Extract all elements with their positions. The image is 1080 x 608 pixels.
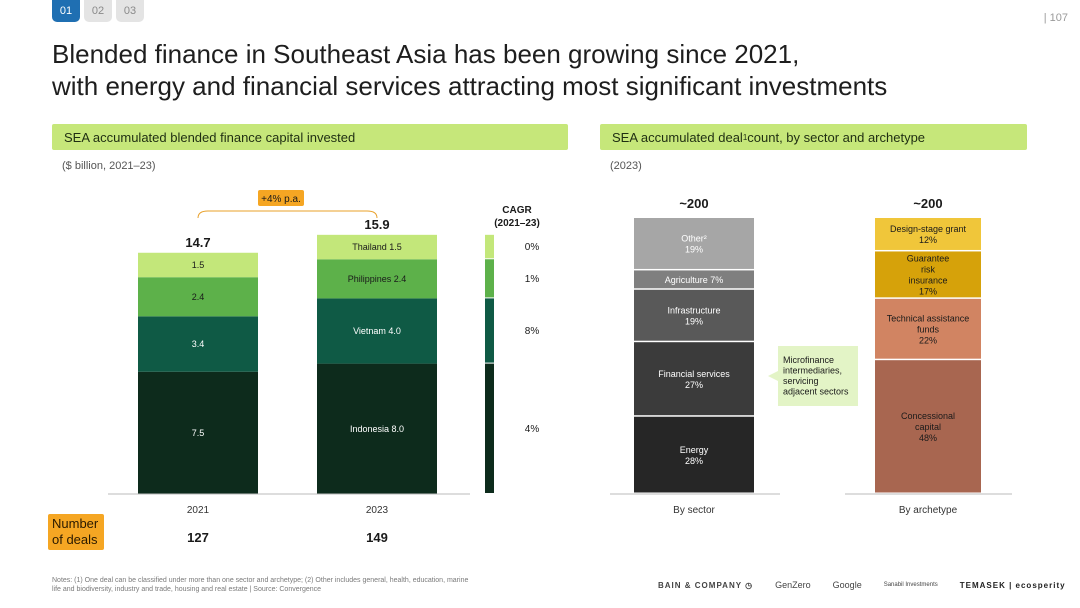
bar-philippines-2021 <box>138 277 258 317</box>
growth-badge-label: +4% p.a. <box>261 194 301 205</box>
callout-text-2: servicing <box>783 376 819 386</box>
bar-label-vietnam-2023: Vietnam 4.0 <box>353 326 401 336</box>
archetype-segment-design-stage-grant <box>875 218 981 250</box>
x-tick-2023: 2023 <box>366 505 389 516</box>
archetype-segment-guarantee-risk-insurance <box>875 251 981 298</box>
sector-label-2-1: 19% <box>685 316 703 326</box>
page-number: | 107 <box>1043 12 1068 24</box>
google-logo: Google <box>832 580 862 590</box>
cagr-swatch-philippines <box>485 259 494 298</box>
cagr-title-years: (2021–23) <box>494 218 540 229</box>
sector-segment-infrastructure <box>634 289 754 341</box>
bar-vietnam-2021 <box>138 316 258 372</box>
cagr-swatch-indonesia <box>485 363 494 493</box>
bar-label-indonesia-2023: Indonesia 8.0 <box>350 424 404 434</box>
callout-text-0: Microfinance <box>783 355 834 365</box>
bar-vietnam-2023 <box>317 298 437 364</box>
right-panel-subtitle: (2023) <box>610 160 642 172</box>
sector-segment-other <box>634 218 754 269</box>
callout-text-1: intermediaries, <box>783 366 842 376</box>
left-panel-subtitle: ($ billion, 2021–23) <box>62 160 156 172</box>
cagr-value-indonesia: 4% <box>525 424 540 435</box>
archetype-segment-concessional-capital <box>875 360 981 493</box>
title-line-2: with energy and financial services attra… <box>52 71 888 101</box>
archetype-label-2-1: risk <box>921 265 935 275</box>
tab-01[interactable]: 01 <box>52 0 80 22</box>
sector-label-3-0: Agriculture 7% <box>665 275 724 285</box>
archetype-label-3-0: Design-stage grant <box>890 224 967 234</box>
archetype-segment-technical-assistance-funds <box>875 298 981 359</box>
microfinance-callout-box <box>768 346 858 406</box>
cagr-swatch-thailand <box>485 234 494 259</box>
bar-label-thailand-2023: Thailand 1.5 <box>352 242 402 252</box>
bain-logo: BAIN & COMPANY ◷ <box>658 580 754 590</box>
bar-label-philippines-2023: Philippines 2.4 <box>348 274 407 284</box>
tab-03[interactable]: 03 <box>116 0 144 22</box>
sector-label-4-1: 19% <box>685 245 703 255</box>
sector-category: By sector <box>673 505 715 516</box>
total-label-2021: 14.7 <box>185 235 210 250</box>
bar-label-philippines-2021: 2.4 <box>192 292 205 302</box>
archetype-label-3-1: 12% <box>919 235 937 245</box>
footnotes: Notes: (1) One deal can be classified un… <box>52 577 469 593</box>
archetype-label-0-0: Concessional <box>901 411 955 421</box>
bar-label-thailand-2021: 1.5 <box>192 260 205 270</box>
genzero-logo: GenZero <box>775 580 811 590</box>
cagr-value-thailand: 0% <box>525 242 540 253</box>
sector-label-1-1: 27% <box>685 380 703 390</box>
deal-count-2023: 149 <box>366 530 388 545</box>
section-tabs: 01 02 03 <box>52 0 144 22</box>
archetype-label-1-0: Technical assistance <box>887 314 970 324</box>
archetype-label-1-1: funds <box>917 325 940 335</box>
right-header-pre: SEA accumulated deal <box>612 129 743 145</box>
sector-label-4-0: Other² <box>681 234 707 244</box>
archetype-category: By archetype <box>899 505 958 516</box>
archetype-label-2-0: Guarantee <box>907 254 950 264</box>
callout-text-3: adjacent sectors <box>783 387 849 397</box>
bar-label-vietnam-2021: 3.4 <box>192 339 205 349</box>
bar-thailand-2023 <box>317 234 437 260</box>
cagr-title: CAGR <box>502 205 532 216</box>
cagr-value-philippines: 1% <box>525 274 540 285</box>
growth-badge <box>258 190 304 206</box>
bar-label-indonesia-2021: 7.5 <box>192 428 205 438</box>
sector-label-0-1: 28% <box>685 456 703 466</box>
right-header-sup: 1 <box>742 132 748 142</box>
sector-label-2-0: Infrastructure <box>667 305 720 315</box>
archetype-label-2-2: insurance <box>908 276 947 286</box>
archetype-label-1-2: 22% <box>919 336 937 346</box>
deal-count-2021: 127 <box>187 530 209 545</box>
title-line-1: Blended finance in Southeast Asia has be… <box>52 39 800 69</box>
archetype-total: ~200 <box>913 196 942 211</box>
sector-segment-energy <box>634 416 754 493</box>
temasek-logo: TEMASEK | ecosperity <box>959 580 1066 590</box>
archetype-label-0-2: 48% <box>919 433 937 443</box>
sanabil-logo: Sanabil Investments <box>883 582 938 588</box>
x-tick-2021: 2021 <box>187 505 210 516</box>
archetype-label-0-1: capital <box>915 422 941 432</box>
bar-thailand-2021 <box>138 252 258 278</box>
sector-label-1-0: Financial services <box>658 369 730 379</box>
growth-bracket <box>197 210 378 219</box>
bar-philippines-2023 <box>317 259 437 299</box>
page-title: Blended finance in Southeast Asia has be… <box>52 38 1012 102</box>
left-panel-header: SEA accumulated blended finance capital … <box>52 124 568 150</box>
total-label-2023: 15.9 <box>364 217 389 232</box>
bar-indonesia-2023 <box>317 363 437 494</box>
archetype-label-2-3: 17% <box>919 287 937 297</box>
sector-total: ~200 <box>679 196 708 211</box>
sector-segment-agriculture <box>634 270 754 289</box>
sector-label-0-0: Energy <box>680 445 709 455</box>
number-of-deals-label: Number of deals <box>48 514 104 550</box>
cagr-value-vietnam: 8% <box>525 326 540 337</box>
bar-indonesia-2021 <box>138 371 258 494</box>
sector-segment-financial-services <box>634 342 754 416</box>
tab-02[interactable]: 02 <box>84 0 112 22</box>
partner-logos: BAIN & COMPANY ◷ GenZero Google Sanabil … <box>658 580 1066 590</box>
right-panel-header: SEA accumulated deal 1 count, by sector a… <box>600 124 1027 150</box>
cagr-swatch-vietnam <box>485 298 494 363</box>
right-header-post: count, by sector and archetype <box>747 129 926 145</box>
